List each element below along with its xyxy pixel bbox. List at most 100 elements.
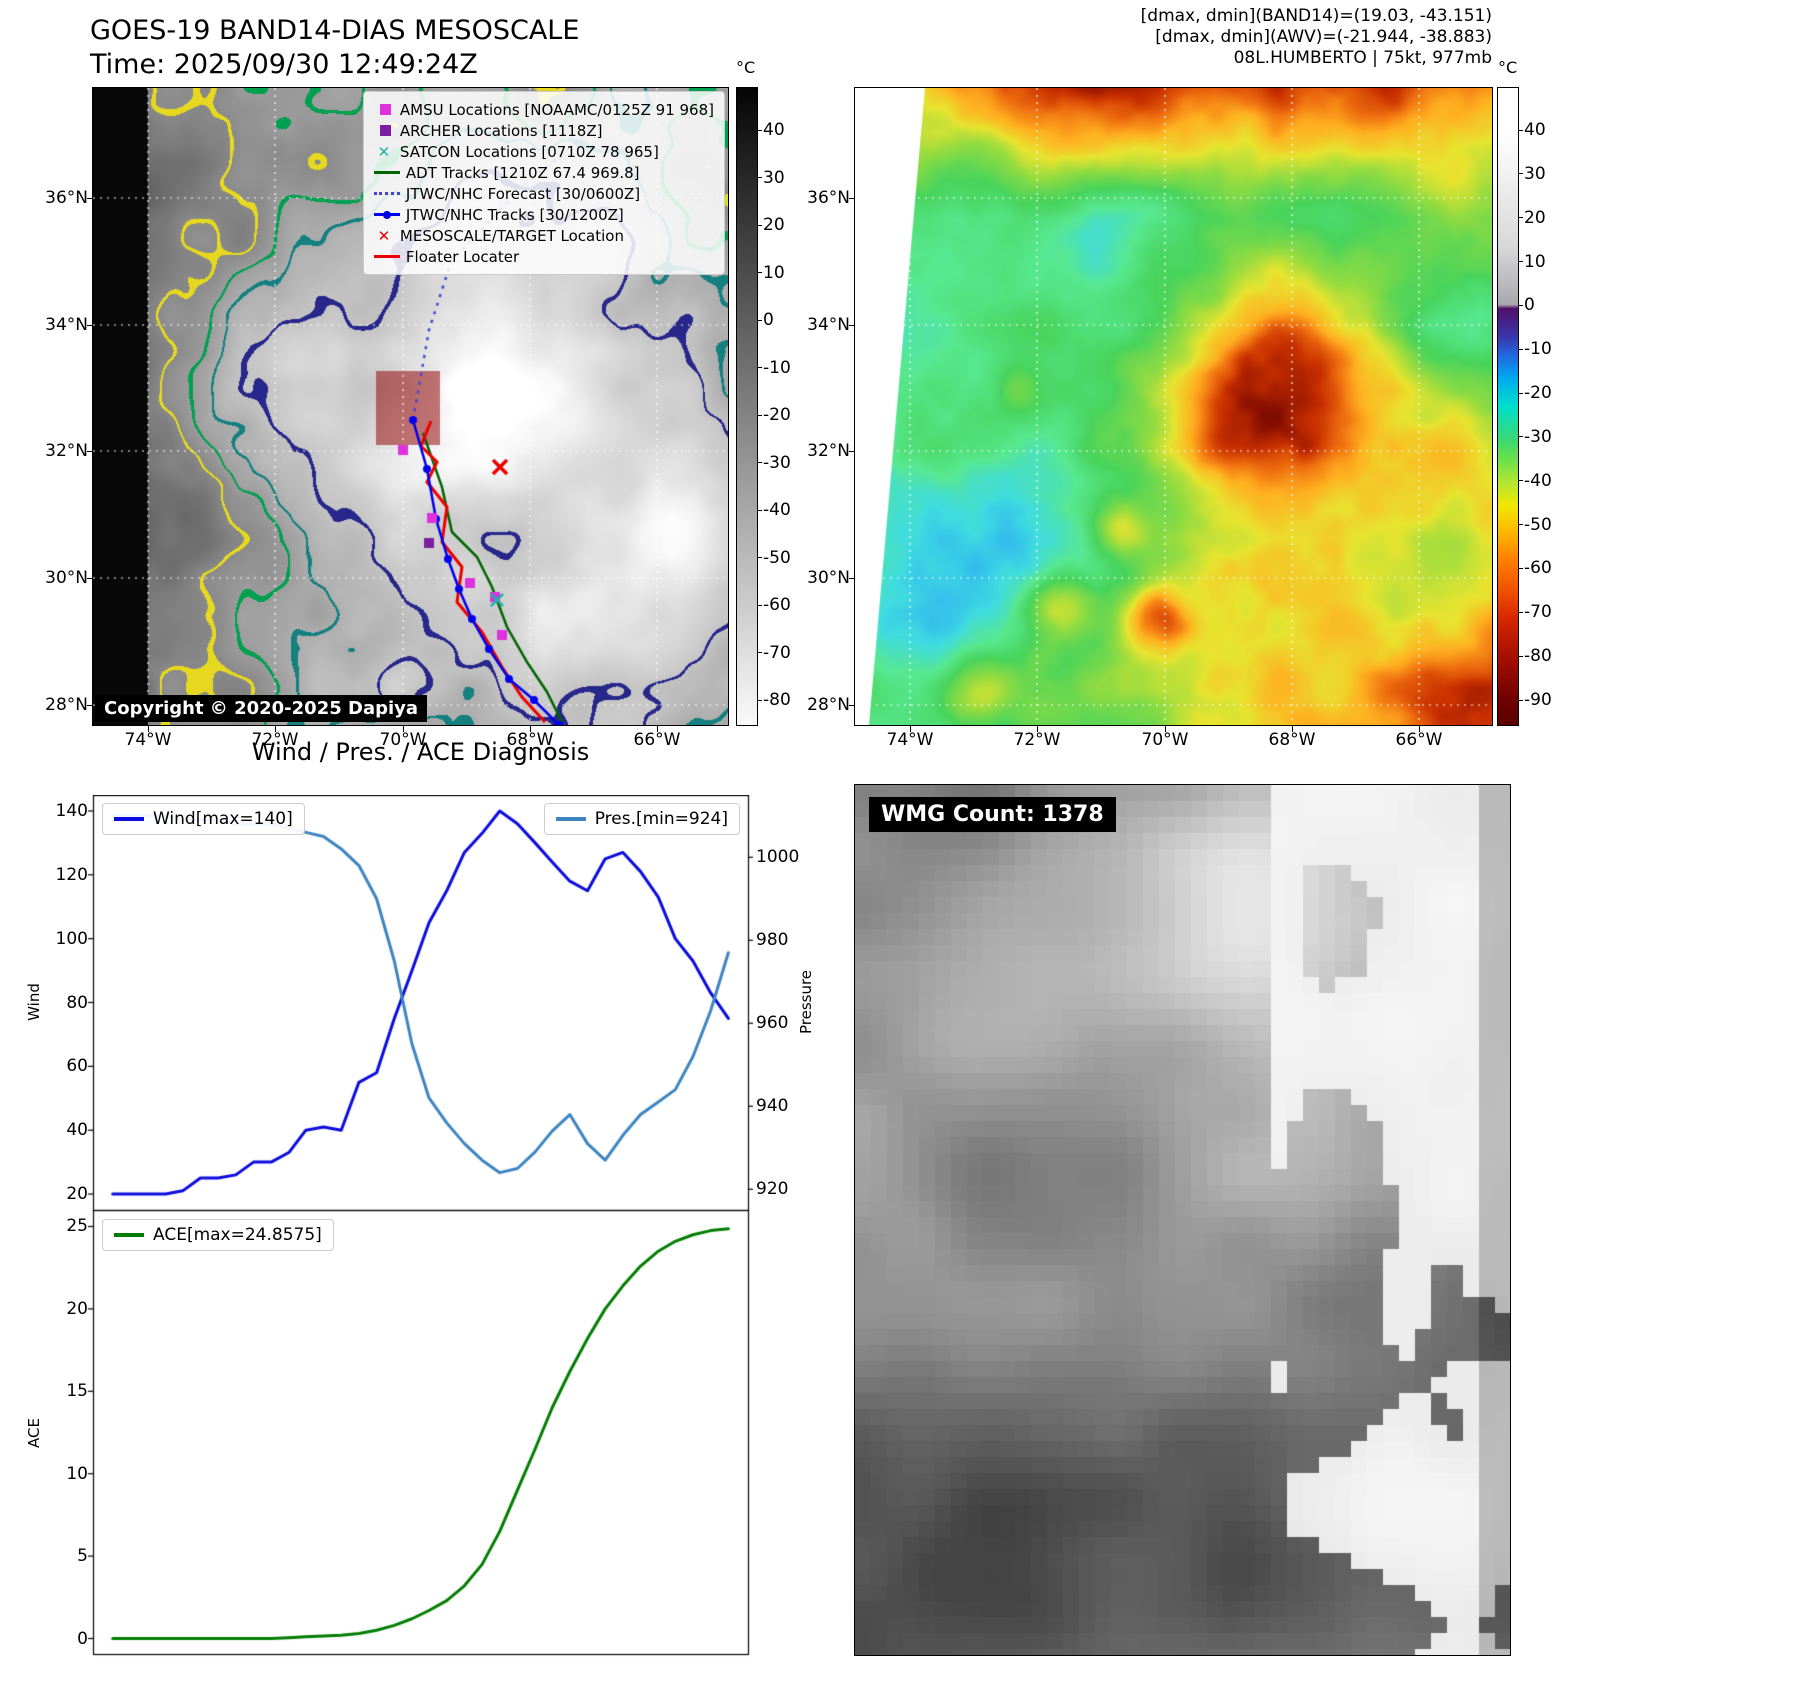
tick-mark [1164, 726, 1166, 732]
wind-legend-swatch [114, 817, 144, 821]
wind-axis-label: Wind [25, 983, 43, 1021]
tick-label: -80 [763, 690, 791, 710]
ace-legend-swatch [114, 1233, 144, 1237]
line-icon [373, 255, 400, 258]
tick-mark [1518, 348, 1523, 350]
band14-title-line1: GOES-19 BAND14-DIAS MESOSCALE [90, 15, 580, 46]
tick-label: 100 [55, 928, 88, 949]
tick-mark [1518, 261, 1523, 263]
legend-item-label: AMSU Locations [NOAAMC/0125Z 91 968] [399, 100, 714, 119]
tick-mark [87, 450, 93, 452]
tick-label: -30 [763, 452, 791, 473]
tick-label: -40 [1524, 470, 1552, 491]
copyright-label: Copyright © 2020-2025 Dapiya [95, 695, 428, 722]
tick-label: 960 [756, 1013, 789, 1034]
tick-label: 68°W [1268, 730, 1316, 750]
square-marker-icon [379, 104, 391, 115]
legend-item-label: ARCHER Locations [1118Z] [399, 121, 603, 140]
tick-mark [1418, 726, 1420, 732]
storm-status-text: 08L.HUMBERTO | 75kt, 977mb [1233, 48, 1492, 68]
tick-label: 60 [66, 1056, 88, 1077]
tick-label: 72°W [251, 730, 299, 750]
legend-item-adt: ADT Tracks [1210Z 67.4 969.8] [373, 162, 714, 183]
tick-label: -70 [1524, 602, 1552, 623]
tick-mark [757, 177, 762, 178]
tick-label: 920 [756, 1179, 789, 1200]
ace-legend-label: ACE[max=24.8575] [153, 1225, 322, 1245]
tick-label: 10 [763, 262, 785, 283]
tick-label: 36°N [45, 188, 88, 208]
awv-map [854, 87, 1493, 726]
tick-mark [402, 726, 404, 732]
tick-label: 28°N [807, 695, 850, 715]
tick-label: 68°W [506, 730, 554, 750]
tick-label: 32°N [45, 441, 88, 461]
tick-label: 0 [763, 310, 774, 330]
tick-mark [1518, 480, 1523, 482]
line-dot-icon [373, 210, 400, 219]
track-dot-icon [382, 210, 391, 219]
tick-label: 36°N [807, 188, 850, 208]
legend-item-amsu: AMSU Locations [NOAAMC/0125Z 91 968] [374, 99, 714, 120]
tick-mark [849, 704, 855, 706]
legend-item-label: ADT Tracks [1210Z 67.4 969.8] [405, 163, 640, 182]
band14-colorbar [736, 87, 758, 726]
tick-label: 15 [66, 1381, 88, 1402]
tick-mark [1518, 173, 1523, 175]
tick-label: 20 [66, 1184, 88, 1205]
tick-mark [757, 272, 762, 273]
ace-axis-label: ACE [25, 1418, 43, 1448]
pressure-legend: Pres.[min=924] [543, 803, 740, 835]
tick-label: -10 [1524, 339, 1552, 360]
tick-label: 5 [77, 1546, 88, 1567]
tick-mark [849, 577, 855, 579]
tick-mark [87, 324, 93, 326]
tick-mark [656, 726, 658, 732]
tick-label: 20 [66, 1298, 88, 1319]
tick-mark [1518, 655, 1523, 657]
map-legend: AMSU Locations [NOAAMC/0125Z 91 968] ARCH… [362, 91, 725, 275]
legend-item-label: JTWC/NHC Tracks [30/1200Z] [405, 205, 624, 224]
tick-label: -60 [1524, 558, 1552, 579]
tick-label: -50 [1524, 514, 1552, 535]
tick-mark [849, 324, 855, 326]
tick-label: 0 [1524, 295, 1535, 316]
tick-mark [529, 726, 531, 732]
awv-map-canvas [855, 88, 1492, 725]
tick-mark [1036, 726, 1038, 732]
awv-colorbar-unit: °C [1498, 58, 1518, 77]
legend-item-target: ✕ MESOSCALE/TARGET Location [374, 225, 714, 246]
tick-label: 940 [756, 1096, 789, 1117]
tick-label: 20 [1524, 207, 1546, 228]
tick-label: -20 [1524, 383, 1552, 404]
tick-label: 66°W [633, 730, 681, 750]
band14-map: AMSU Locations [NOAAMC/0125Z 91 968] ARCH… [92, 87, 729, 726]
tick-mark [909, 726, 911, 732]
tick-label: 66°W [1395, 730, 1443, 750]
tick-label: 980 [756, 930, 789, 951]
tick-mark [1518, 436, 1523, 438]
tick-label: 70°W [1141, 730, 1189, 750]
ace-legend: ACE[max=24.8575] [102, 1219, 334, 1251]
tick-label: 80 [66, 992, 88, 1013]
tick-label: -40 [763, 500, 791, 520]
legend-item-jtwc-tracks: JTWC/NHC Tracks [30/1200Z] [373, 204, 714, 225]
tick-mark [274, 726, 276, 732]
x-marker-icon: ✕ [377, 226, 391, 245]
tick-mark [757, 604, 762, 606]
pressure-legend-label: Pres.[min=924] [594, 809, 728, 829]
tick-label: 70°W [379, 730, 427, 750]
tick-label: 28°N [45, 695, 88, 715]
tick-label: 32°N [807, 441, 850, 461]
tick-label: -30 [1524, 426, 1552, 447]
tick-label: 20 [763, 215, 785, 235]
tick-mark [1518, 217, 1523, 219]
tick-mark [849, 450, 855, 452]
legend-item-floater: Floater Locater [373, 246, 714, 267]
band14-title: GOES-19 BAND14-DIAS MESOSCALE Time: 2025… [90, 14, 579, 82]
tick-label: 30°N [807, 568, 850, 588]
tick-label: 40 [1524, 120, 1546, 140]
tick-label: 30 [763, 167, 785, 188]
dmax-band14-text: [dmax, dmin](BAND14)=(19.03, -43.151) [1140, 6, 1492, 26]
tick-label: -90 [1524, 690, 1552, 710]
